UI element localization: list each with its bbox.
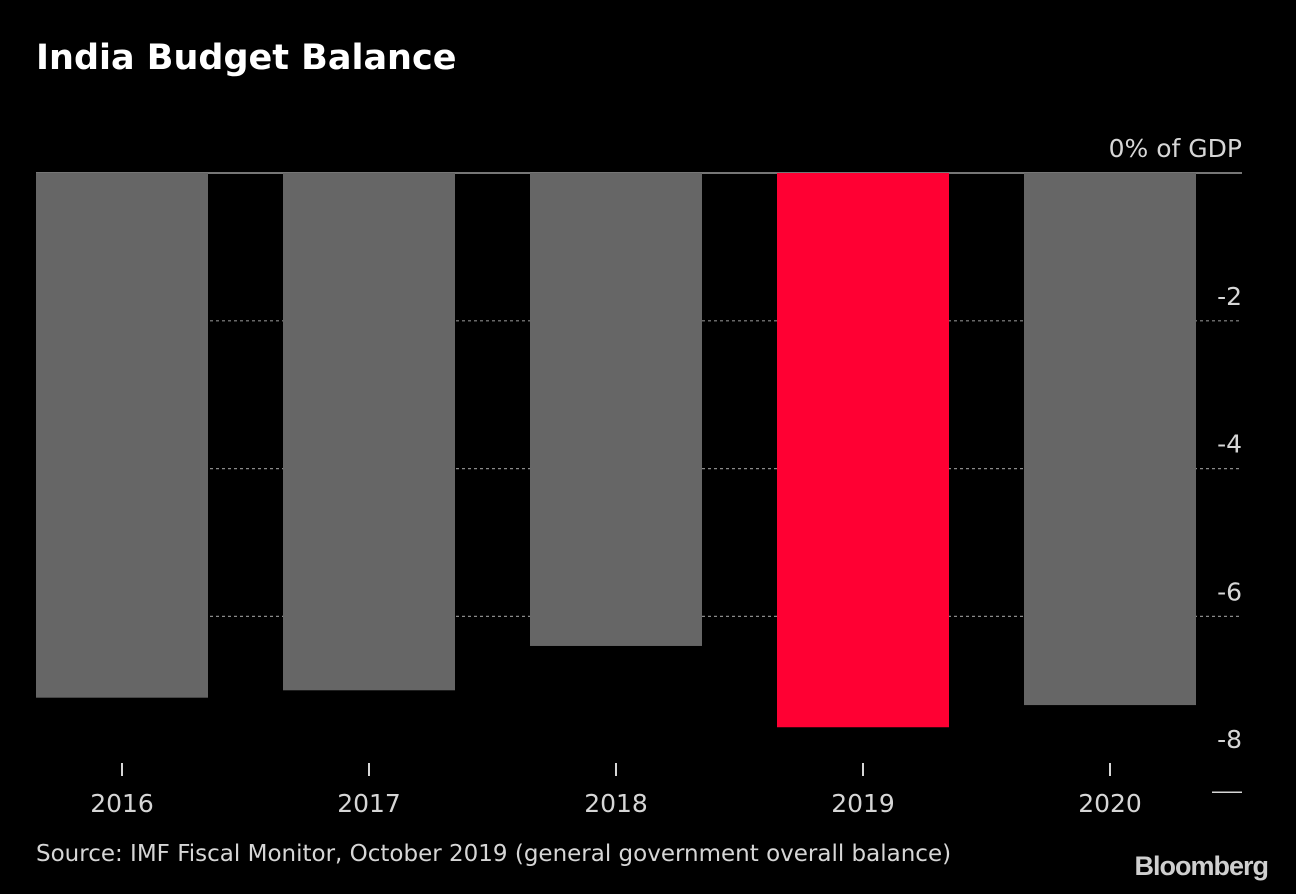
x-tick-label: 2018 [584, 789, 648, 818]
y-axis-ticks: 0% of GDP -2 -4 -6 -8 [1109, 134, 1242, 754]
bars [36, 173, 1196, 728]
y-tick-label: -8 [1217, 725, 1242, 754]
x-tick-label: 2017 [337, 789, 401, 818]
y-tick-label: -6 [1217, 577, 1242, 606]
x-axis-ticks: 2016 2017 2018 2019 2020 [90, 763, 1142, 818]
bar-2016 [36, 173, 208, 698]
bar-2018 [530, 173, 702, 646]
bar-2020 [1024, 173, 1196, 706]
y-tick-label: -2 [1217, 282, 1242, 311]
source-note: Source: IMF Fiscal Monitor, October 2019… [36, 841, 952, 867]
y-tick-label: -4 [1217, 430, 1242, 459]
bar-2017 [283, 173, 455, 691]
y-tick-label: 0% of GDP [1109, 134, 1242, 163]
x-tick-label: 2020 [1078, 789, 1142, 818]
bloomberg-logo: Bloomberg [1134, 851, 1269, 881]
x-tick-label: 2019 [831, 789, 895, 818]
x-tick-label: 2016 [90, 789, 154, 818]
chart-title: India Budget Balance [36, 38, 457, 78]
bar-2019 [777, 173, 949, 728]
